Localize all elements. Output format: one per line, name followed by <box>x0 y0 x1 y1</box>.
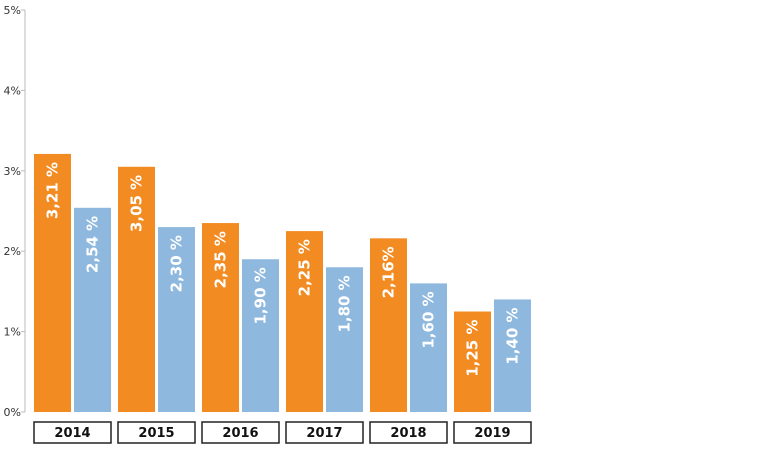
year-box-2014 <box>33 421 112 444</box>
year-box-2019 <box>453 421 532 444</box>
bar-value-label: 2,25 % <box>296 239 314 296</box>
bar-value-label: 1,25 % <box>464 320 482 377</box>
bar-2014-series-2 <box>74 207 111 412</box>
bar-2018-series-1 <box>370 238 407 412</box>
bar-value-label: 2,16% <box>380 246 398 298</box>
y-tick-label: 4% <box>4 84 21 97</box>
bar-2017-series-2 <box>326 267 363 412</box>
y-tick-label: 0% <box>4 406 21 419</box>
year-box-2018 <box>369 421 448 444</box>
bar-2015-series-1 <box>118 166 155 412</box>
bar-2019-series-1 <box>454 311 491 412</box>
y-axis: 0% 1% 2% 3% 4% 5% <box>4 4 26 419</box>
bar-2016-series-2 <box>242 259 279 412</box>
bar-value-label: 1,40 % <box>504 307 522 364</box>
bar-value-label: 2,30 % <box>168 235 186 292</box>
y-tick-label: 3% <box>4 165 21 178</box>
y-tick-label: 1% <box>4 326 21 339</box>
bar-value-label: 2,35 % <box>212 231 230 288</box>
bar-2016-series-1 <box>202 223 239 412</box>
year-label: 2019 <box>474 426 510 441</box>
year-label: 2018 <box>390 426 426 441</box>
bars: 3,21 % 2,54 % 3,05 % 2,30 % 2,35 % 1,90 % 2,25… <box>34 153 531 412</box>
bar-2015-series-2 <box>158 227 195 412</box>
year-box-2015 <box>117 421 196 444</box>
bar-2019-series-2 <box>494 299 531 412</box>
bar-value-label: 1,60 % <box>420 291 438 348</box>
bar-2014-series-1 <box>34 153 71 412</box>
y-tick-label: 2% <box>4 245 21 258</box>
bar-value-label: 1,90 % <box>252 267 270 324</box>
year-label: 2017 <box>306 426 342 441</box>
year-label: 2016 <box>222 426 258 441</box>
bar-2017-series-1 <box>286 231 323 412</box>
year-labels: 2014 2015 2016 2017 2018 2019 <box>33 421 532 444</box>
year-box-2017 <box>285 421 364 444</box>
y-tick-label: 5% <box>4 4 21 17</box>
year-label: 2015 <box>138 426 174 441</box>
bar-value-label: 3,05 % <box>128 175 146 232</box>
year-label: 2014 <box>54 426 90 441</box>
year-box-2016 <box>201 421 280 444</box>
bar-value-label: 1,80 % <box>336 275 354 332</box>
bar-2018-series-2 <box>410 283 447 412</box>
bar-value-label: 2,54 % <box>84 216 102 273</box>
bar-value-label: 3,21 % <box>44 162 62 219</box>
